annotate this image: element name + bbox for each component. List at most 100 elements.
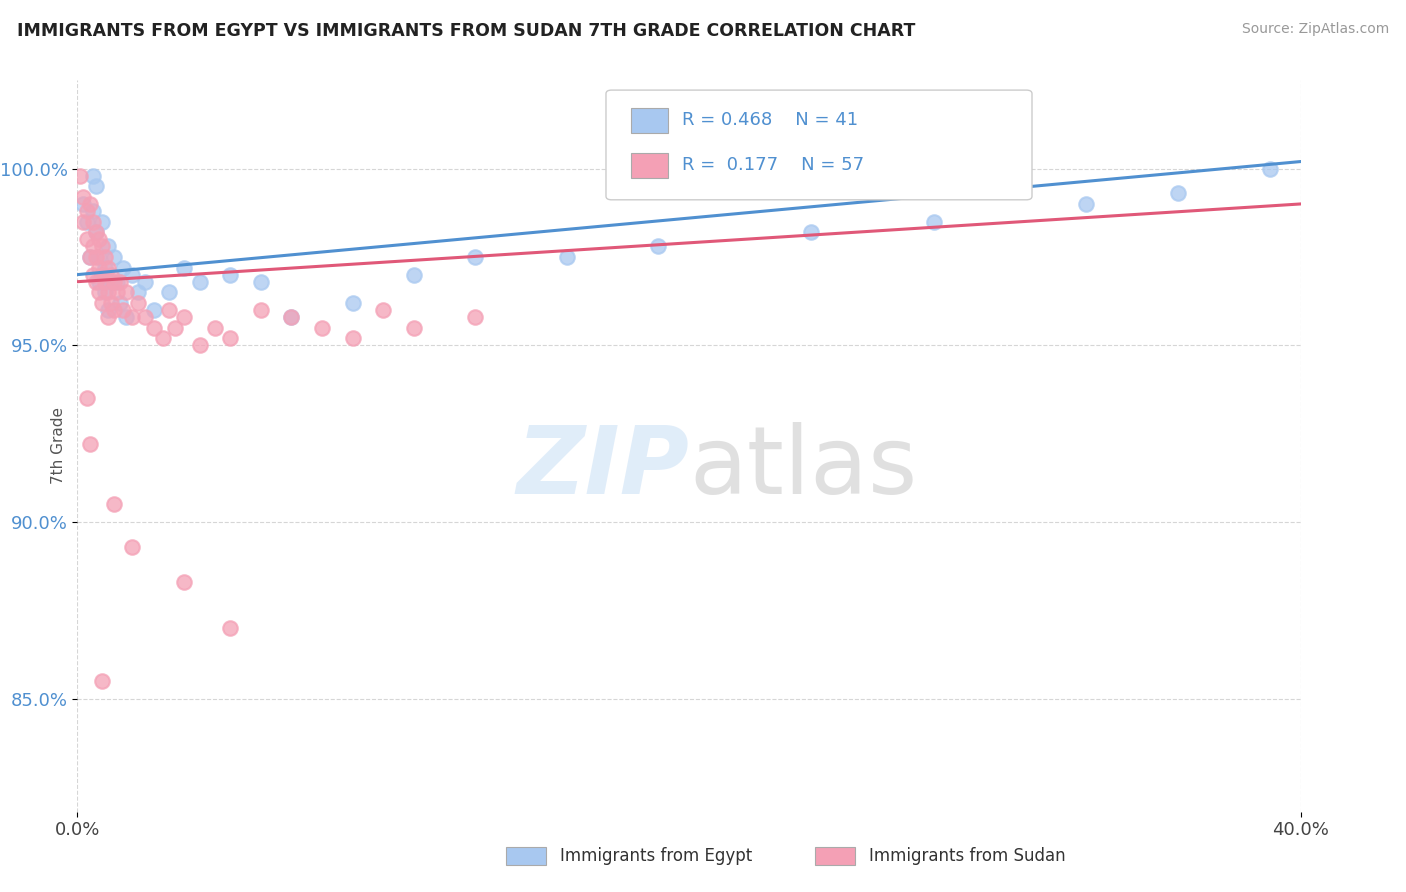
Point	[82, 214, 104, 228]
Point	[76, 392, 98, 406]
Point	[94, 250, 117, 264]
Point	[97, 310, 120, 324]
Point	[103, 302, 125, 317]
Point	[115, 285, 138, 300]
Point	[76, 204, 98, 219]
Point	[152, 331, 174, 345]
Point	[173, 260, 195, 275]
Point	[219, 621, 242, 635]
Point	[94, 285, 117, 300]
Point	[157, 302, 180, 317]
Point	[134, 310, 156, 324]
Point	[402, 268, 425, 282]
Point	[250, 275, 273, 289]
Point	[84, 225, 107, 239]
Point	[90, 296, 112, 310]
Point	[342, 331, 364, 345]
Point	[128, 285, 150, 300]
Point	[100, 275, 122, 289]
Point	[134, 275, 156, 289]
Text: ZIP: ZIP	[516, 422, 689, 514]
Point	[87, 260, 110, 275]
Point	[311, 320, 333, 334]
Point	[79, 197, 101, 211]
Point	[647, 239, 669, 253]
Text: R = 0.468    N = 41: R = 0.468 N = 41	[682, 112, 858, 129]
Y-axis label: 7th Grade: 7th Grade	[51, 408, 66, 484]
Point	[173, 575, 195, 590]
Point	[157, 285, 180, 300]
Point	[464, 310, 486, 324]
Text: R =  0.177    N = 57: R = 0.177 N = 57	[682, 156, 865, 174]
Point	[97, 260, 120, 275]
Point	[72, 190, 94, 204]
Point	[188, 338, 211, 352]
Point	[105, 285, 128, 300]
Point	[142, 302, 165, 317]
Point	[103, 250, 125, 264]
Text: IMMIGRANTS FROM EGYPT VS IMMIGRANTS FROM SUDAN 7TH GRADE CORRELATION CHART: IMMIGRANTS FROM EGYPT VS IMMIGRANTS FROM…	[17, 22, 915, 40]
Text: Source: ZipAtlas.com: Source: ZipAtlas.com	[1241, 22, 1389, 37]
Point	[922, 214, 945, 228]
Point	[100, 268, 122, 282]
Point	[82, 268, 104, 282]
Point	[87, 232, 110, 246]
Point	[84, 250, 107, 264]
Point	[1258, 161, 1281, 176]
Point	[79, 250, 101, 264]
Point	[82, 169, 104, 183]
Point	[121, 540, 143, 554]
Point	[103, 275, 125, 289]
Point	[84, 179, 107, 194]
Point	[188, 275, 211, 289]
Point	[90, 214, 112, 228]
Point	[173, 310, 195, 324]
Point	[87, 285, 110, 300]
Point	[108, 275, 131, 289]
Point	[94, 260, 117, 275]
Point	[219, 268, 242, 282]
Point	[87, 250, 110, 264]
Text: Immigrants from Egypt: Immigrants from Egypt	[560, 847, 752, 865]
Point	[112, 302, 135, 317]
Point	[280, 310, 302, 324]
Text: Immigrants from Sudan: Immigrants from Sudan	[869, 847, 1066, 865]
Point	[112, 260, 135, 275]
Point	[342, 296, 364, 310]
Point	[82, 204, 104, 219]
Point	[82, 239, 104, 253]
Point	[97, 302, 120, 317]
Point	[204, 320, 226, 334]
Point	[72, 197, 94, 211]
Point	[105, 275, 128, 289]
Point	[142, 320, 165, 334]
Point	[121, 268, 143, 282]
Point	[402, 320, 425, 334]
Point	[87, 275, 110, 289]
Point	[90, 239, 112, 253]
Point	[121, 310, 143, 324]
Point	[97, 239, 120, 253]
Point	[69, 169, 91, 183]
Point	[108, 296, 131, 310]
Point	[1167, 186, 1189, 201]
Point	[555, 250, 578, 264]
Point	[115, 310, 138, 324]
Point	[128, 296, 150, 310]
Point	[219, 331, 242, 345]
Point	[84, 275, 107, 289]
Point	[90, 673, 112, 688]
Point	[464, 250, 486, 264]
Point	[250, 302, 273, 317]
Point	[165, 320, 187, 334]
Point	[97, 285, 120, 300]
Point	[1076, 197, 1098, 211]
Point	[100, 296, 122, 310]
Point	[90, 268, 112, 282]
Point	[79, 437, 101, 451]
Point	[79, 250, 101, 264]
Point	[371, 302, 394, 317]
Point	[90, 268, 112, 282]
Point	[84, 225, 107, 239]
Point	[280, 310, 302, 324]
